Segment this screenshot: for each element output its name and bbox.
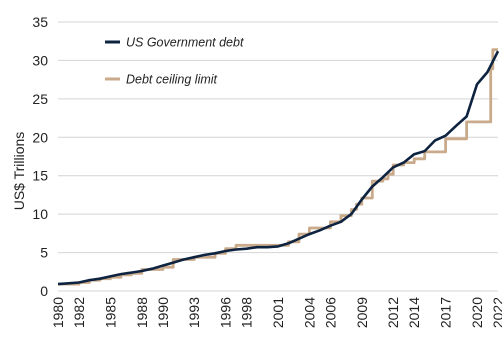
x-tick-label: 2001 [270, 297, 286, 328]
y-tick-label: 5 [40, 245, 48, 261]
x-tick-label: 2014 [406, 297, 422, 328]
y-tick-label: 25 [32, 91, 48, 107]
y-tick-label: 35 [32, 14, 48, 30]
legend-item-government-debt-label: US Government debt [126, 36, 244, 50]
x-tick-label: 2012 [385, 297, 401, 328]
y-tick-label: 10 [32, 206, 48, 222]
y-axis-title: US$ Trillions [11, 132, 27, 211]
y-tick-label: 20 [32, 129, 48, 145]
grid-lines [58, 21, 498, 292]
x-tick-label: 2020 [469, 297, 485, 328]
x-tick-label: 1985 [102, 297, 118, 328]
x-tick-label: 2017 [438, 297, 454, 328]
series-lines [57, 48, 500, 286]
legend-item-debt-ceiling-label: Debt ceiling limit [126, 73, 218, 87]
y-tick-label: 15 [32, 168, 48, 184]
x-tick-label: 1988 [134, 297, 150, 328]
x-tick-label: 1990 [155, 297, 171, 328]
x-axis-tick-labels: 1980 1982 1985 1988 1990 1993 1996 1998 2001 2004… [50, 297, 502, 328]
x-tick-label: 1998 [239, 297, 255, 328]
y-tick-label: 30 [32, 52, 48, 68]
x-tick-label: 2004 [301, 297, 317, 328]
x-tick-label: 1993 [186, 297, 202, 328]
x-tick-label: 1982 [71, 297, 87, 328]
x-tick-label: 2006 [322, 297, 338, 328]
legend: US Government debt Debt ceiling limit [105, 36, 244, 87]
series-line-government-debt [57, 50, 500, 286]
x-tick-label: 1996 [218, 297, 234, 328]
y-axis-tick-labels: 0 5 10 15 20 25 30 35 [32, 14, 48, 299]
x-tick-label: 2009 [354, 297, 370, 328]
x-tick-label: 1980 [50, 297, 66, 328]
series-line-debt-ceiling [58, 48, 498, 286]
y-tick-label: 0 [40, 283, 48, 299]
x-tick-label: 2022 [490, 297, 502, 328]
